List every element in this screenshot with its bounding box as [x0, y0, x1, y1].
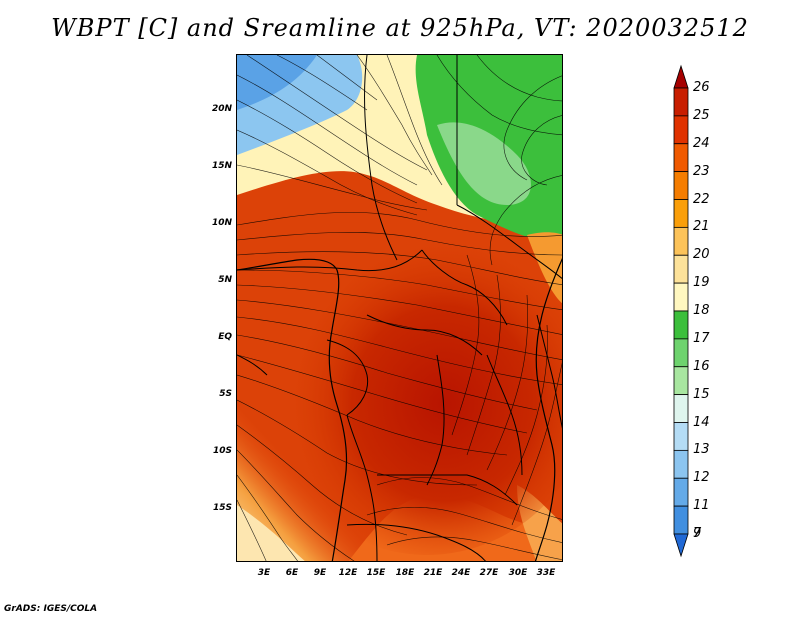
colorbar-cell — [673, 477, 689, 507]
map-panel — [236, 54, 563, 562]
colorbar-cell — [673, 143, 689, 173]
lon-label-12e: 12E — [338, 568, 358, 578]
east-transition — [527, 232, 562, 304]
country-borders — [237, 55, 562, 561]
chart-title: WBPT [C] and Sreamline at 925hPa, VT: 20… — [51, 14, 749, 42]
lon-label-3e: 3E — [257, 568, 271, 578]
colorbar-label: 25 — [693, 107, 710, 123]
lon-label-15e: 15E — [366, 568, 386, 578]
colorbar-label: 18 — [693, 303, 710, 318]
lat-label-15s: 15S — [212, 503, 232, 513]
colorbar-label: 21 — [693, 219, 710, 235]
colorbar-cell — [673, 254, 689, 284]
lon-label-30e: 30E — [508, 568, 528, 578]
colorbar-cell — [673, 394, 689, 423]
colorbar-cell — [673, 422, 689, 451]
southwest-pale-region — [237, 505, 305, 561]
colorbar-label: 12 — [693, 470, 710, 486]
colorbar-cell — [673, 449, 689, 479]
northwest-cold-core — [237, 55, 317, 110]
colorbar-cell — [673, 310, 689, 340]
lat-label-20n: 20N — [211, 104, 232, 114]
lon-label-21e: 21E — [423, 568, 443, 578]
colorbar-cell — [673, 505, 689, 535]
colorbar — [673, 64, 689, 558]
colorbar-cell — [673, 87, 689, 117]
lon-label-24e: 24E — [451, 568, 471, 578]
lat-label-15n: 15N — [211, 161, 232, 171]
lat-label-eq: EQ — [218, 332, 232, 342]
colorbar-cell — [673, 171, 689, 200]
lon-label-18e: 18E — [395, 568, 415, 578]
colorbar-label: 7 — [693, 526, 702, 541]
colorbar-label: 15 — [693, 386, 710, 402]
lat-label-10s: 10S — [212, 446, 232, 456]
colorbar-cell — [673, 338, 689, 368]
lat-label-5n: 5N — [218, 275, 232, 285]
map-field — [237, 55, 562, 561]
colorbar-cell — [673, 64, 689, 89]
colorbar-cell — [673, 115, 689, 145]
hot-core — [257, 195, 562, 555]
lon-label-27e: 27E — [479, 568, 499, 578]
lon-label-33e: 33E — [536, 568, 556, 578]
colorbar-label: 16 — [693, 358, 710, 374]
colorbar-label: 17 — [693, 330, 710, 346]
colorbar-label: 23 — [693, 163, 710, 179]
credit-text: GrADS: IGES/COLA — [4, 604, 98, 614]
colorbar-label: 24 — [693, 135, 710, 151]
streamlines — [237, 55, 562, 561]
colorbar-label: 26 — [693, 80, 710, 95]
colorbar-label: 13 — [693, 442, 710, 458]
colorbar-cell — [673, 226, 689, 256]
coastline — [237, 258, 562, 561]
colorbar-label: 14 — [693, 414, 710, 430]
colorbar-cell — [673, 282, 689, 312]
colorbar-label: 9 — [693, 526, 702, 541]
lon-label-6e: 6E — [285, 568, 299, 578]
northeast-light-green — [437, 122, 531, 205]
colorbar-label: 20 — [693, 247, 710, 263]
colorbar-label: 11 — [693, 498, 710, 514]
colorbar-label: 19 — [693, 275, 710, 291]
lat-label-5s: 5S — [219, 389, 232, 399]
colorbar-cell — [673, 533, 689, 558]
colorbar-cell — [673, 366, 689, 396]
colorbar-cell — [673, 199, 689, 228]
colorbar-label: 22 — [693, 191, 710, 207]
lon-label-9e: 9E — [313, 568, 327, 578]
lat-label-10n: 10N — [211, 218, 232, 228]
